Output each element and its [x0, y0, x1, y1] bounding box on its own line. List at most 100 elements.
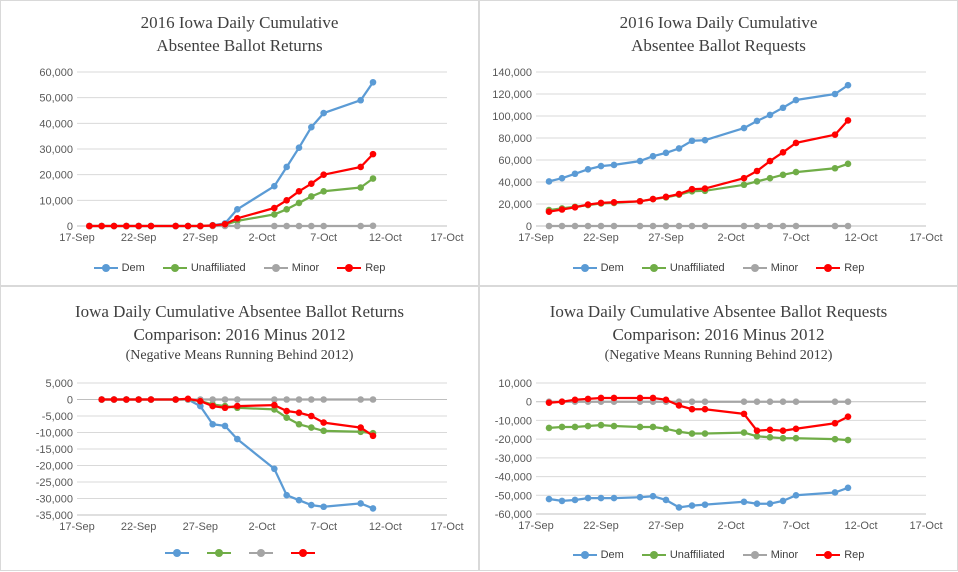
x-tick-label: 12-Oct	[369, 521, 402, 533]
data-point-dem	[357, 500, 364, 507]
series-rep	[546, 395, 852, 434]
data-point-rep	[676, 191, 683, 198]
x-tick-label: 17-Oct	[430, 521, 463, 533]
data-point-dem	[585, 166, 592, 173]
data-point-dem	[832, 91, 839, 98]
data-point-minor	[234, 396, 241, 403]
data-point-rep	[308, 413, 315, 420]
data-point-rep	[222, 404, 229, 411]
y-tick-label: 5,000	[45, 378, 73, 390]
data-point-rep	[754, 168, 761, 175]
data-point-minor	[650, 223, 657, 230]
x-tick-label: 2-Oct	[718, 520, 745, 532]
data-point-dem	[650, 153, 657, 160]
data-point-dem	[546, 178, 553, 185]
data-point-minor	[283, 223, 290, 230]
x-tick-label: 7-Oct	[310, 232, 337, 244]
data-point-minor	[585, 223, 592, 230]
x-tick-label: 22-Sep	[121, 232, 156, 244]
legend-swatch	[207, 549, 231, 557]
x-tick-label: 12-Oct	[844, 520, 877, 532]
data-point-dem	[780, 498, 787, 505]
data-point-dem	[637, 494, 644, 501]
data-point-dem	[308, 502, 315, 509]
data-point-dem	[845, 485, 852, 492]
data-point-unaffiliated	[832, 436, 839, 443]
data-point-dem	[283, 492, 290, 499]
data-point-rep	[663, 397, 670, 404]
legend-swatch	[816, 264, 840, 272]
data-point-unaffiliated	[370, 175, 377, 182]
x-tick-label: 7-Oct	[783, 520, 810, 532]
data-point-rep	[767, 158, 774, 165]
data-point-unaffiliated	[793, 435, 800, 442]
x-tick-label: 12-Oct	[369, 232, 402, 244]
data-point-unaffiliated	[767, 175, 774, 182]
data-point-dem	[689, 502, 696, 509]
data-point-dem	[234, 206, 241, 213]
data-point-minor	[793, 398, 800, 405]
data-point-dem	[741, 499, 748, 506]
data-point-dem	[767, 112, 774, 119]
legend-swatch	[816, 551, 840, 559]
chart-panel-returns: 2016 Iowa Daily Cumulative Absentee Ball…	[0, 0, 479, 286]
data-point-unaffiliated	[572, 424, 579, 431]
y-tick-label: 10,000	[39, 195, 73, 207]
data-point-rep	[611, 199, 618, 206]
y-tick-label: -50,000	[495, 490, 532, 502]
data-point-dem	[663, 497, 670, 504]
data-point-minor	[780, 223, 787, 230]
data-point-minor	[357, 223, 364, 230]
x-tick-label: 17-Sep	[59, 232, 94, 244]
data-point-rep	[222, 221, 229, 228]
legend-label: Minor	[292, 262, 320, 274]
data-point-minor	[832, 223, 839, 230]
data-point-rep	[148, 223, 155, 230]
data-point-dem	[559, 498, 566, 505]
x-tick-label: 17-Sep	[59, 521, 94, 533]
chart-plot-area: 10,0000-10,000-20,000-30,000-40,000-50,0…	[480, 287, 958, 572]
legend-item-minor: Minor	[743, 549, 799, 561]
x-tick-label: 2-Oct	[249, 521, 276, 533]
chart-panel-returns-comparison: Iowa Daily Cumulative Absentee Ballot Re…	[0, 286, 479, 571]
data-point-unaffiliated	[702, 430, 709, 437]
data-point-rep	[98, 396, 105, 403]
legend-item-rep	[291, 549, 315, 557]
data-point-unaffiliated	[793, 169, 800, 176]
data-point-rep	[370, 151, 377, 158]
data-point-rep	[185, 223, 192, 230]
data-point-minor	[572, 223, 579, 230]
legend-swatch	[264, 264, 288, 272]
data-point-rep	[650, 196, 657, 203]
data-point-minor	[234, 223, 241, 230]
data-point-dem	[676, 145, 683, 152]
x-tick-label: 2-Oct	[249, 232, 276, 244]
y-tick-label: -10,000	[495, 415, 532, 427]
data-point-unaffiliated	[320, 428, 327, 435]
data-point-rep	[546, 208, 553, 215]
legend-item-unaffiliated: Unaffiliated	[642, 262, 725, 274]
data-point-unaffiliated	[650, 424, 657, 431]
y-tick-label: 10,000	[498, 378, 532, 390]
series-rep	[546, 117, 852, 215]
data-point-dem	[320, 503, 327, 510]
data-point-minor	[271, 223, 278, 230]
data-point-minor	[845, 223, 852, 230]
data-point-rep	[197, 223, 204, 230]
chart-plot-area: 020,00040,00060,00080,000100,000120,0001…	[480, 1, 958, 287]
data-point-minor	[296, 396, 303, 403]
data-point-unaffiliated	[676, 428, 683, 435]
data-point-dem	[598, 163, 605, 170]
data-point-rep	[271, 205, 278, 212]
x-tick-label: 17-Oct	[909, 232, 942, 244]
legend-item-rep: Rep	[816, 262, 864, 274]
data-point-rep	[780, 427, 787, 434]
data-point-unaffiliated	[767, 434, 774, 441]
data-point-unaffiliated	[741, 429, 748, 436]
legend-item-minor: Minor	[743, 262, 799, 274]
data-point-rep	[585, 396, 592, 403]
data-point-unaffiliated	[296, 421, 303, 428]
data-point-minor	[370, 222, 377, 229]
data-point-rep	[702, 185, 709, 192]
data-point-minor	[637, 223, 644, 230]
